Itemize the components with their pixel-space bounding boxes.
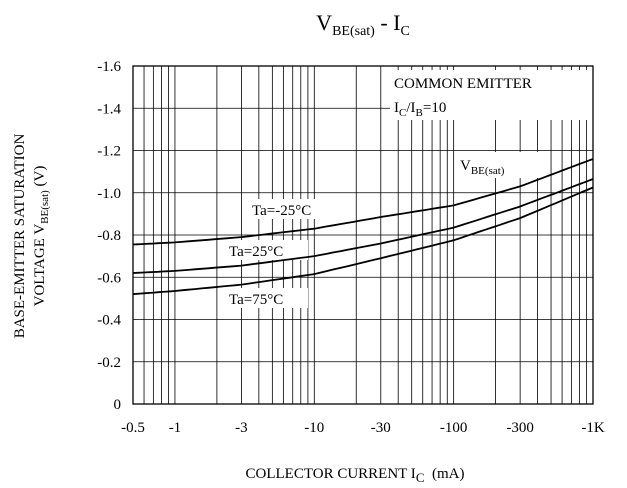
y-tick-label: 0	[114, 397, 122, 413]
x-tick-label: -10	[304, 420, 324, 436]
y-tick-label: -0.4	[97, 313, 121, 329]
curve-label-vbe-sat: VBE(sat)	[460, 158, 505, 177]
x-axis-label: COLLECTOR CURRENT IC (mA)	[246, 466, 465, 485]
plot-frame	[132, 65, 594, 405]
x-tick-label: -1	[169, 420, 182, 436]
label-mask	[455, 152, 550, 178]
x-tick-label: -30	[371, 420, 391, 436]
series-label-25: Ta=25°C	[229, 244, 283, 260]
y-tick-label: -1.2	[97, 144, 121, 160]
x-tick-label: -1K	[581, 420, 604, 436]
y-tick-label: -1.6	[97, 59, 121, 75]
y-tick-labels: 0 -0.2 -0.4 -0.6 -0.8 -1.0 -1.2 -1.4 -1.6	[97, 59, 121, 413]
x-tick-label: -3	[235, 420, 248, 436]
condition-common-emitter: COMMON EMITTER	[394, 76, 532, 92]
y-tick-label: -1.0	[97, 186, 121, 202]
chart-title: VBE(sat) - IC	[316, 10, 410, 39]
series-label-75: Ta=75°C	[229, 292, 283, 308]
label-backgrounds	[224, 70, 593, 308]
label-mask	[247, 199, 333, 219]
y-tick-label: -0.8	[97, 228, 121, 244]
y-tick-label: -1.4	[97, 101, 121, 117]
y-axis-label: BASE-EMITTER SATURATION VOLTAGE VBE(sat)…	[12, 134, 51, 339]
condition-ic-ib: IC/IB=10	[394, 100, 446, 119]
series-label-minus25: Ta=-25°C	[252, 203, 311, 219]
x-tick-labels: -0.5 -1 -3 -10 -30 -100 -300 -1K	[121, 420, 605, 436]
y-axis-label-line1: BASE-EMITTER SATURATION	[12, 134, 28, 339]
series-line-2	[132, 186, 594, 295]
x-tick-label: -0.5	[121, 420, 145, 436]
label-mask	[224, 288, 308, 308]
series-line-1	[132, 178, 594, 274]
x-tick-label: -300	[506, 420, 534, 436]
y-axis-label-line2: VOLTAGE VBE(sat) (V)	[32, 166, 51, 307]
label-mask	[224, 240, 308, 260]
series-line-0	[132, 158, 594, 246]
y-tick-label: -0.6	[97, 270, 121, 286]
series-layer	[132, 158, 594, 295]
x-tick-label: -100	[440, 420, 468, 436]
label-mask	[390, 70, 593, 120]
y-tick-label: -0.2	[97, 355, 121, 371]
